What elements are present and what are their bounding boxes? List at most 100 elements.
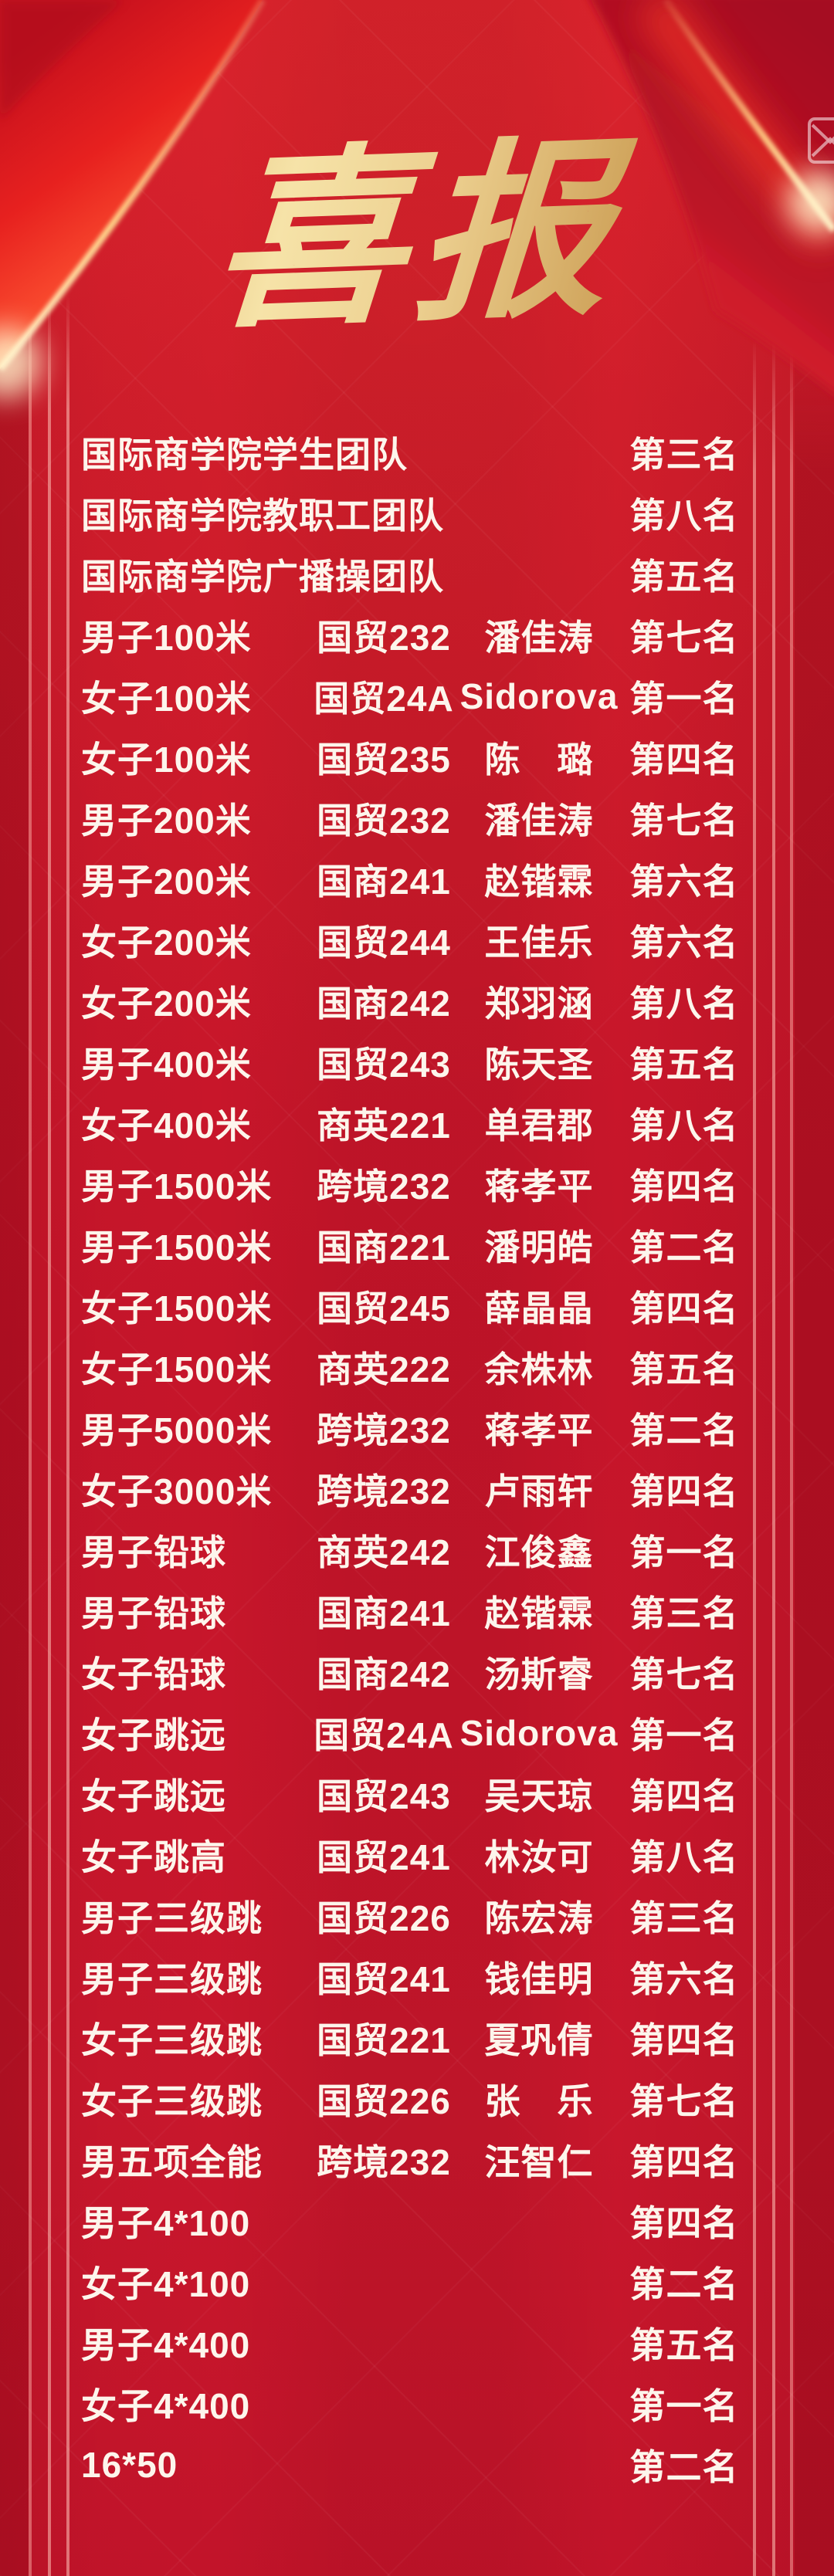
event-cell: 女子三级跳 [81, 2019, 263, 2060]
event-cell: 男子200米 [81, 800, 252, 841]
name-cell: 赵锴霖 [484, 861, 594, 902]
class-cell: 国贸226 [317, 2080, 451, 2121]
class-cell: 国商241 [317, 1593, 451, 1633]
rank-cell: 第八名 [629, 983, 739, 1024]
class-cell: 商英242 [317, 1532, 451, 1572]
rank-cell: 第二名 [629, 2263, 739, 2304]
class-cell: 国贸24A [314, 678, 454, 719]
class-cell: 国商241 [317, 861, 451, 902]
rank-cell: 第二名 [629, 1227, 739, 1268]
event-cell: 男子5000米 [81, 1410, 273, 1450]
name-cell: 吴天琼 [484, 1775, 594, 1816]
class-cell: 国贸241 [317, 1958, 451, 1999]
event-cell: 女子铅球 [81, 1654, 226, 1694]
name-cell: 林汝可 [484, 1836, 594, 1877]
name-cell: 潘佳涛 [484, 617, 594, 658]
event-cell: 女子3000米 [81, 1471, 273, 1511]
rank-cell: 第八名 [629, 1105, 739, 1146]
class-cell: 国贸245 [317, 1288, 451, 1329]
event-cell: 男子400米 [81, 1044, 252, 1085]
rank-cell: 第四名 [629, 1288, 739, 1329]
table-row: 女子跳远 国贸243 吴天琼 第四名 [0, 1763, 834, 1824]
event-cell: 女子跳高 [81, 1836, 226, 1877]
name-cell: 夏巩倩 [484, 2019, 594, 2060]
rank-cell: 第四名 [629, 2019, 739, 2060]
class-cell: 国贸235 [317, 739, 451, 780]
table-row: 男子铅球 国商241 赵锴霖 第三名 [0, 1580, 834, 1641]
table-row: 男子100米 国贸232 潘佳涛 第七名 [0, 604, 834, 665]
event-cell: 男子1500米 [81, 1227, 273, 1268]
name-cell: 卢雨轩 [484, 1471, 594, 1511]
event-cell: 男五项全能 [81, 2141, 263, 2182]
event-cell: 女子1500米 [81, 1288, 273, 1329]
table-row: 男五项全能 跨境232 汪智仁 第四名 [0, 2129, 834, 2190]
table-row: 男子1500米 国商221 潘明皓 第二名 [0, 1214, 834, 1275]
name-cell: 赵锴霖 [484, 1593, 594, 1633]
class-cell: 国贸221 [317, 2019, 451, 2060]
class-cell: 跨境232 [317, 1166, 451, 1207]
event-cell: 女子4*400 [81, 2385, 251, 2426]
table-row: 男子4*100 第四名 [0, 2190, 834, 2251]
event-cell: 女子100米 [81, 739, 252, 780]
rank-cell: 第八名 [629, 495, 739, 536]
class-cell: 国贸226 [317, 1897, 451, 1938]
rank-cell: 第七名 [629, 1654, 739, 1694]
class-cell: 国商242 [317, 983, 451, 1024]
event-cell: 男子1500米 [81, 1166, 273, 1207]
name-cell: 薛晶晶 [484, 1288, 594, 1329]
name-cell: 余株林 [484, 1349, 594, 1390]
table-row: 男子5000米 跨境232 蒋孝平 第二名 [0, 1397, 834, 1458]
event-cell: 男子铅球 [81, 1593, 226, 1633]
class-cell: 国商221 [317, 1227, 451, 1268]
rank-cell: 第七名 [629, 617, 739, 658]
rank-cell: 第六名 [629, 922, 739, 963]
name-cell: 王佳乐 [484, 922, 594, 963]
table-row: 男子1500米 跨境232 蒋孝平 第四名 [0, 1153, 834, 1214]
table-row: 国际商学院教职工团队 第八名 [0, 482, 834, 543]
name-cell: 郑羽涵 [484, 983, 594, 1024]
class-cell: 国贸243 [317, 1044, 451, 1085]
table-row: 女子400米 商英221 单君郡 第八名 [0, 1092, 834, 1153]
table-row: 男子铅球 商英242 江俊鑫 第一名 [0, 1519, 834, 1580]
event-cell: 男子4*400 [81, 2324, 251, 2365]
name-cell: 钱佳明 [484, 1958, 594, 1999]
name-cell: Sidorova [459, 675, 619, 716]
name-cell: 陈宏涛 [484, 1897, 594, 1938]
rank-cell: 第二名 [629, 1410, 739, 1450]
rank-cell: 第四名 [629, 739, 739, 780]
event-cell: 女子1500米 [81, 1349, 273, 1390]
rank-cell: 第三名 [629, 434, 739, 475]
class-cell: 国贸243 [317, 1775, 451, 1816]
event-cell: 男子4*100 [81, 2202, 251, 2243]
name-cell: Sidorova [459, 1712, 619, 1753]
class-cell: 国贸241 [317, 1836, 451, 1877]
rank-cell: 第三名 [629, 1593, 739, 1633]
rank-cell: 第四名 [629, 2141, 739, 2182]
name-cell: 张 乐 [484, 2080, 594, 2121]
table-row: 女子4*400 第一名 [0, 2373, 834, 2434]
table-row: 男子三级跳 国贸241 钱佳明 第六名 [0, 1946, 834, 2007]
rank-cell: 第六名 [629, 861, 739, 902]
table-row: 女子200米 国贸244 王佳乐 第六名 [0, 909, 834, 970]
table-row: 女子100米 国贸235 陈 璐 第四名 [0, 726, 834, 787]
event-cell: 国际商学院教职工团队 [81, 495, 444, 536]
class-cell: 跨境232 [317, 2141, 451, 2182]
class-cell: 商英221 [317, 1105, 451, 1146]
name-cell: 陈天圣 [484, 1044, 594, 1085]
table-row: 男子200米 国商241 赵锴霖 第六名 [0, 848, 834, 909]
event-cell: 女子400米 [81, 1105, 252, 1146]
table-row: 女子200米 国商242 郑羽涵 第八名 [0, 970, 834, 1031]
table-row: 国际商学院广播操团队 第五名 [0, 543, 834, 604]
rank-cell: 第一名 [629, 1715, 739, 1755]
name-cell: 潘佳涛 [484, 800, 594, 841]
table-row: 男子200米 国贸232 潘佳涛 第七名 [0, 787, 834, 848]
name-cell: 潘明皓 [484, 1227, 594, 1268]
rank-cell: 第四名 [629, 1166, 739, 1207]
event-cell: 女子200米 [81, 922, 252, 963]
class-cell: 跨境232 [317, 1410, 451, 1450]
event-cell: 女子200米 [81, 983, 252, 1024]
results-list: 国际商学院学生团队 第三名 国际商学院教职工团队 第八名 国际商学院广播操团队 … [0, 421, 834, 2495]
event-cell: 女子100米 [81, 678, 252, 719]
table-row: 女子跳高 国贸241 林汝可 第八名 [0, 1824, 834, 1885]
